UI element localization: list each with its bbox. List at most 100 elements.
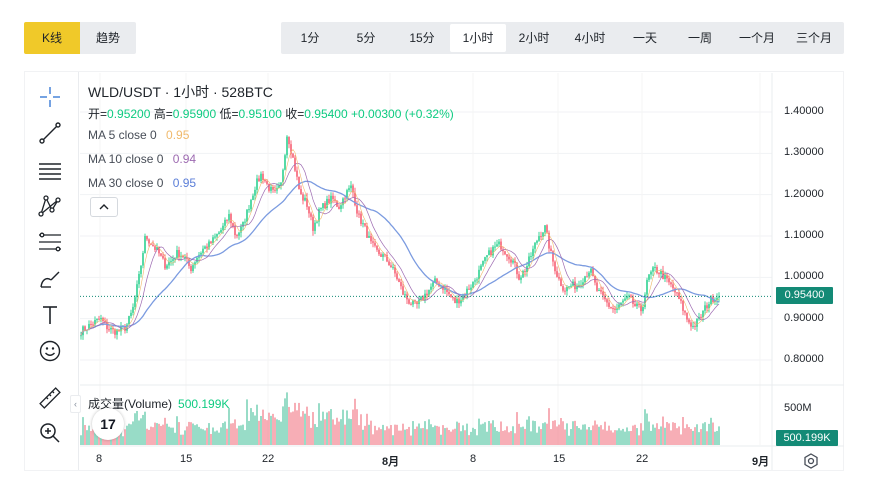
candle-body <box>158 247 160 254</box>
candle-body <box>308 206 310 214</box>
volume-bar <box>692 430 694 445</box>
interval-5m[interactable]: 5分 <box>356 31 376 45</box>
volume-bar <box>350 419 352 445</box>
volume-bar <box>266 420 268 445</box>
volume-bar <box>144 411 146 445</box>
volume-bar <box>422 428 424 445</box>
volume-bar <box>226 428 228 445</box>
candle-body <box>110 327 112 330</box>
volume-bar <box>290 412 292 445</box>
candle-body <box>450 294 452 298</box>
text-icon[interactable] <box>35 300 65 330</box>
volume-bar <box>492 420 494 445</box>
volume-bar <box>220 427 222 445</box>
volume-bar <box>404 429 406 445</box>
tradingview-logo[interactable]: 17 <box>92 408 124 440</box>
volume-bar <box>206 427 208 445</box>
candle-body <box>640 304 642 312</box>
volume-bar <box>396 424 398 445</box>
brush-icon[interactable] <box>35 264 65 294</box>
volume-bar <box>666 422 668 445</box>
candle-body <box>710 296 712 305</box>
settings-gear-icon[interactable] <box>803 453 819 469</box>
candle-body <box>302 194 304 201</box>
volume-bar <box>518 423 520 445</box>
volume-bar <box>532 420 534 445</box>
volume-bar <box>84 425 86 445</box>
candle-body <box>466 288 468 296</box>
interval-15m[interactable]: 15分 <box>409 31 435 45</box>
ruler-icon[interactable] <box>35 383 65 413</box>
candle-body <box>338 206 340 209</box>
interval-3mo[interactable]: 三个月 <box>795 31 832 45</box>
volume-bar <box>134 413 136 445</box>
volume-bar <box>298 402 300 445</box>
volume-bar <box>524 428 526 445</box>
candle-body <box>700 316 702 318</box>
candle-body <box>518 274 520 280</box>
volume-bar <box>696 424 698 445</box>
volume-bar <box>356 409 358 445</box>
candle-body <box>352 185 354 193</box>
volume-bar <box>288 406 290 445</box>
volume-bar <box>452 429 454 445</box>
zoom-in-icon[interactable] <box>35 418 65 448</box>
tab-trend[interactable]: 趋势 <box>80 22 136 54</box>
interval-2h[interactable]: 2小时 <box>518 31 550 45</box>
volume-bar <box>608 425 610 445</box>
candle-body <box>692 325 694 327</box>
volume-bar <box>448 430 450 445</box>
candle-body <box>516 262 518 275</box>
volume-bar <box>160 425 162 445</box>
volume-bar <box>478 418 480 445</box>
emoji-icon[interactable] <box>35 336 65 366</box>
crosshair-icon[interactable] <box>35 82 65 112</box>
candle-body <box>348 188 350 191</box>
candle-body <box>222 225 224 230</box>
volume-bar <box>466 423 468 445</box>
volume-bar <box>406 429 408 445</box>
candle-body <box>142 253 144 266</box>
candle-body <box>508 256 510 260</box>
candle-body <box>718 296 720 298</box>
interval-1w[interactable]: 一周 <box>687 31 712 45</box>
interval-1mo[interactable]: 一个月 <box>738 31 775 45</box>
candle-body <box>488 250 490 256</box>
volume-bar <box>576 426 578 445</box>
ma10-legend: MA 10 close 0 0.94 <box>88 152 196 166</box>
close-value: 0.95400 <box>304 107 348 121</box>
volume-bar <box>212 427 214 445</box>
candle-body <box>382 254 384 257</box>
candle-body <box>652 267 654 272</box>
volume-bar <box>522 426 524 445</box>
candle-body <box>558 276 560 279</box>
interval-1h[interactable]: 1小时 <box>450 24 506 52</box>
tab-kline[interactable]: K线 <box>24 22 80 54</box>
volume-bar <box>156 423 158 445</box>
collapse-legend-button[interactable] <box>90 197 118 217</box>
ma5-legend: MA 5 close 0 0.95 <box>88 128 189 142</box>
volume-bar <box>246 399 248 445</box>
candle-body <box>298 176 300 190</box>
candle-body <box>354 192 356 206</box>
volume-bar <box>304 413 306 445</box>
volume-legend: 成交量(Volume) 500.199K <box>88 395 229 412</box>
candle-body <box>84 326 86 331</box>
interval-4h[interactable]: 4小时 <box>574 31 606 45</box>
volume-bar <box>544 422 546 445</box>
volume-bar <box>550 429 552 445</box>
interval-1m[interactable]: 1分 <box>300 31 320 45</box>
volume-bar <box>384 430 386 445</box>
horizontal-lines-icon[interactable] <box>35 156 65 186</box>
interval-1d[interactable]: 一天 <box>632 31 657 45</box>
collapse-toolbar-icon[interactable]: ‹ <box>70 395 81 413</box>
candle-body <box>522 271 524 278</box>
candle-body <box>428 289 430 296</box>
fib-levels-icon[interactable] <box>35 227 65 257</box>
candle-body <box>310 213 312 217</box>
candle-body <box>168 261 170 266</box>
candle-body <box>328 198 330 204</box>
trendline-icon[interactable] <box>35 118 65 148</box>
pattern-icon[interactable] <box>35 191 65 221</box>
